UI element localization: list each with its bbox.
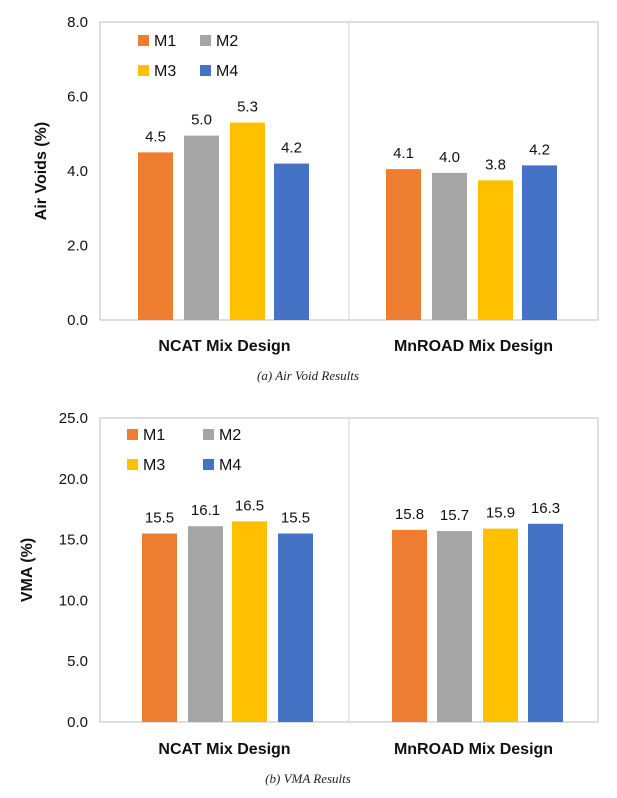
data-label: 15.9 bbox=[486, 505, 515, 522]
legend-label: M1 bbox=[143, 427, 165, 444]
y-tick-label: 15.0 bbox=[59, 532, 88, 549]
legend-swatch-m3 bbox=[127, 459, 138, 470]
category-label: MnROAD Mix Design bbox=[394, 741, 553, 758]
bar-m4 bbox=[274, 163, 309, 320]
chart-vma: 0.0 5.0 10.0 15.0 20.0 25.0 VMA (%) 15.5 15.8 16.… bbox=[19, 410, 599, 786]
data-label: 15.8 bbox=[395, 506, 424, 523]
data-label: 4.5 bbox=[145, 128, 166, 145]
bar-m3 bbox=[483, 528, 518, 722]
bar-m3 bbox=[232, 521, 267, 722]
y-tick-label: 0.0 bbox=[67, 714, 88, 731]
data-label: 15.5 bbox=[145, 510, 174, 527]
data-label: 16.5 bbox=[235, 497, 264, 514]
y-axis-label: Air Voids (%) bbox=[33, 122, 50, 220]
data-label: 16.1 bbox=[191, 502, 220, 519]
legend-label: M3 bbox=[143, 457, 165, 474]
legend-label: M2 bbox=[216, 33, 238, 50]
data-label: 5.3 bbox=[237, 99, 258, 116]
bar-m2 bbox=[437, 531, 472, 722]
category-label: NCAT Mix Design bbox=[158, 338, 290, 355]
bar-m4 bbox=[528, 523, 563, 722]
data-label: 5.0 bbox=[191, 112, 212, 129]
y-tick-label: 25.0 bbox=[59, 410, 88, 427]
data-label: 15.5 bbox=[281, 510, 310, 527]
y-tick-label: 0.0 bbox=[67, 312, 88, 329]
data-label: 4.1 bbox=[393, 145, 414, 162]
data-label: 16.3 bbox=[531, 500, 560, 517]
y-tick-label: 6.0 bbox=[67, 89, 88, 106]
legend-label: M4 bbox=[216, 63, 238, 80]
data-label: 4.0 bbox=[439, 149, 460, 166]
bar-m1 bbox=[392, 529, 427, 722]
chart-air-voids: 0.0 2.0 4.0 6.0 8.0 Air Voids (%) 4.5 4.1 5.0 4.0… bbox=[33, 14, 599, 383]
legend-label: M2 bbox=[219, 427, 241, 444]
legend-swatch-m1 bbox=[138, 35, 149, 46]
legend-swatch-m3 bbox=[138, 65, 149, 76]
data-label: 3.8 bbox=[485, 156, 506, 173]
y-tick-label: 2.0 bbox=[67, 238, 88, 255]
legend-label: M4 bbox=[219, 457, 241, 474]
legend-swatch-m4 bbox=[200, 65, 211, 76]
bar-m4 bbox=[522, 165, 557, 320]
y-tick-label: 10.0 bbox=[59, 592, 88, 609]
y-tick-label: 5.0 bbox=[67, 653, 88, 670]
bar-m2 bbox=[432, 172, 467, 320]
legend-label: M3 bbox=[154, 63, 176, 80]
legend-swatch-m4 bbox=[203, 459, 214, 470]
y-axis-label: VMA (%) bbox=[19, 538, 36, 602]
figure-caption: (b) VMA Results bbox=[265, 771, 351, 786]
legend-swatch-m1 bbox=[127, 429, 138, 440]
legend-swatch-m2 bbox=[203, 429, 214, 440]
bar-m1 bbox=[386, 169, 421, 320]
bar-m3 bbox=[230, 122, 265, 320]
data-label: 4.2 bbox=[529, 141, 550, 158]
figure-caption: (a) Air Void Results bbox=[257, 368, 359, 383]
bar-m1 bbox=[142, 533, 177, 722]
category-label: NCAT Mix Design bbox=[158, 741, 290, 758]
y-tick-label: 8.0 bbox=[67, 14, 88, 31]
legend-label: M1 bbox=[154, 33, 176, 50]
category-label: MnROAD Mix Design bbox=[394, 338, 553, 355]
bar-m4 bbox=[278, 533, 313, 722]
bar-m2 bbox=[184, 135, 219, 320]
data-label: 15.7 bbox=[440, 507, 469, 524]
legend-swatch-m2 bbox=[200, 35, 211, 46]
y-tick-label: 4.0 bbox=[67, 163, 88, 180]
bar-m3 bbox=[478, 180, 513, 320]
y-tick-label: 20.0 bbox=[59, 471, 88, 488]
bar-m2 bbox=[188, 526, 223, 722]
data-label: 4.2 bbox=[281, 140, 302, 157]
bar-m1 bbox=[138, 152, 173, 320]
